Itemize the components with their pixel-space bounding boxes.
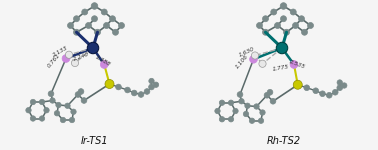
Text: 2.240: 2.240 bbox=[72, 52, 90, 62]
Circle shape bbox=[260, 110, 265, 115]
Circle shape bbox=[262, 16, 268, 22]
Circle shape bbox=[313, 88, 319, 94]
Circle shape bbox=[259, 60, 266, 67]
Text: 2.535: 2.535 bbox=[288, 59, 306, 70]
Circle shape bbox=[73, 16, 79, 22]
Circle shape bbox=[78, 89, 84, 94]
Circle shape bbox=[60, 117, 66, 123]
Text: 1.775: 1.775 bbox=[272, 64, 289, 72]
Circle shape bbox=[138, 92, 144, 97]
Circle shape bbox=[65, 51, 73, 58]
Circle shape bbox=[91, 16, 98, 22]
Circle shape bbox=[249, 55, 257, 63]
Circle shape bbox=[290, 61, 298, 68]
Circle shape bbox=[249, 118, 255, 123]
Circle shape bbox=[237, 92, 243, 97]
Circle shape bbox=[91, 3, 98, 9]
Circle shape bbox=[239, 99, 244, 104]
Circle shape bbox=[264, 92, 270, 98]
Circle shape bbox=[39, 116, 45, 121]
Circle shape bbox=[271, 9, 277, 15]
Circle shape bbox=[113, 29, 118, 35]
Circle shape bbox=[219, 100, 225, 105]
Text: 0.761: 0.761 bbox=[46, 53, 61, 69]
Text: 1.388: 1.388 bbox=[94, 54, 111, 67]
Text: 2.133: 2.133 bbox=[52, 45, 69, 58]
Circle shape bbox=[65, 103, 70, 108]
Circle shape bbox=[75, 92, 81, 97]
Circle shape bbox=[104, 22, 110, 28]
Circle shape bbox=[149, 84, 154, 90]
Circle shape bbox=[337, 85, 342, 91]
Circle shape bbox=[228, 117, 234, 122]
Text: 1.106: 1.106 bbox=[235, 53, 249, 70]
Circle shape bbox=[125, 87, 130, 93]
Circle shape bbox=[56, 102, 61, 108]
Circle shape bbox=[326, 92, 332, 98]
Circle shape bbox=[48, 91, 54, 97]
Circle shape bbox=[73, 29, 79, 35]
Circle shape bbox=[144, 89, 150, 94]
Circle shape bbox=[81, 98, 87, 103]
Circle shape bbox=[69, 117, 75, 123]
Circle shape bbox=[110, 16, 116, 22]
Text: 1.630: 1.630 bbox=[238, 46, 256, 58]
Circle shape bbox=[342, 83, 347, 88]
Circle shape bbox=[215, 108, 220, 114]
Circle shape bbox=[30, 116, 36, 121]
Circle shape bbox=[299, 16, 305, 22]
Text: Ir-TS1: Ir-TS1 bbox=[81, 136, 108, 146]
Circle shape bbox=[293, 80, 302, 89]
Circle shape bbox=[274, 22, 280, 28]
Circle shape bbox=[304, 85, 310, 91]
Circle shape bbox=[302, 29, 307, 35]
Circle shape bbox=[62, 55, 70, 62]
Circle shape bbox=[219, 117, 225, 122]
Circle shape bbox=[276, 42, 288, 54]
Circle shape bbox=[337, 80, 342, 85]
Circle shape bbox=[262, 29, 268, 35]
Circle shape bbox=[251, 52, 259, 59]
Circle shape bbox=[270, 98, 276, 104]
Circle shape bbox=[258, 118, 264, 123]
Circle shape bbox=[243, 111, 249, 117]
Circle shape bbox=[332, 89, 338, 95]
Circle shape bbox=[254, 104, 259, 109]
Circle shape bbox=[233, 108, 238, 114]
Circle shape bbox=[50, 98, 55, 103]
Circle shape bbox=[284, 29, 290, 35]
Circle shape bbox=[85, 22, 91, 28]
Circle shape bbox=[26, 108, 31, 113]
Circle shape bbox=[132, 90, 137, 96]
Circle shape bbox=[257, 22, 262, 28]
Circle shape bbox=[293, 22, 299, 28]
Circle shape bbox=[82, 9, 88, 15]
Circle shape bbox=[94, 29, 101, 35]
Circle shape bbox=[71, 109, 76, 114]
Circle shape bbox=[87, 42, 99, 54]
Circle shape bbox=[100, 61, 108, 68]
Circle shape bbox=[320, 91, 325, 97]
Circle shape bbox=[228, 100, 234, 105]
Circle shape bbox=[54, 111, 60, 116]
Circle shape bbox=[68, 22, 73, 28]
Circle shape bbox=[30, 99, 36, 105]
Circle shape bbox=[116, 84, 121, 90]
Circle shape bbox=[39, 99, 45, 105]
Circle shape bbox=[105, 80, 114, 88]
Circle shape bbox=[44, 108, 49, 113]
Circle shape bbox=[280, 3, 287, 9]
Circle shape bbox=[101, 9, 107, 15]
Circle shape bbox=[153, 82, 159, 87]
Circle shape bbox=[290, 9, 296, 15]
Circle shape bbox=[307, 22, 313, 28]
Circle shape bbox=[267, 89, 273, 95]
Circle shape bbox=[71, 59, 79, 67]
Text: Rh-TS2: Rh-TS2 bbox=[266, 136, 301, 146]
Circle shape bbox=[118, 22, 124, 28]
Circle shape bbox=[280, 16, 287, 22]
Circle shape bbox=[245, 103, 250, 108]
Circle shape bbox=[149, 78, 154, 84]
